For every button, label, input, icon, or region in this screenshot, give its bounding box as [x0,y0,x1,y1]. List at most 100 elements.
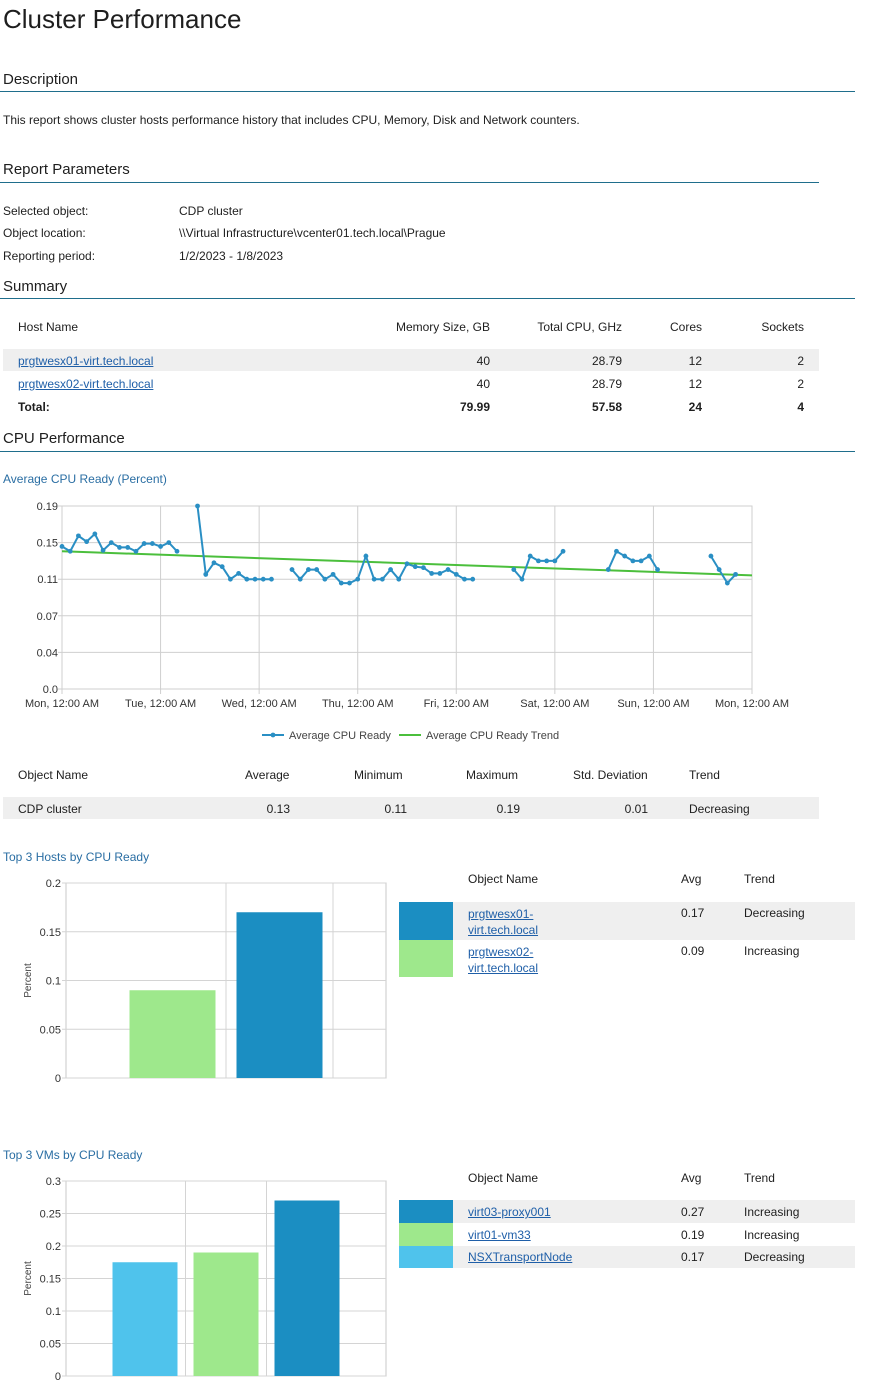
cpu-ready-line-chart: Mon, 12:00 AM Tue, 12:00 AM Wed, 12:00 AM T… [25,501,789,742]
data-point [396,576,402,582]
data-point [141,541,147,546]
vm-link[interactable]: virt01-vm33 [468,1228,531,1242]
data-point [347,580,352,586]
data-point [536,558,541,564]
cpu-performance-heading: CPU Performance [3,430,125,447]
host-link[interactable]: prgtwesx02-virt.tech.local [18,377,154,391]
data-point [355,576,361,582]
col-std-deviation: Std. Deviation [573,768,648,782]
col-cores: Cores [669,320,702,334]
host-color-swatch [399,902,453,940]
col-trend: Trend [689,768,720,782]
host-color-swatch [399,940,453,977]
data-point [236,571,242,576]
host-link-line-2[interactable]: virt.tech.local [468,923,539,937]
data-point [59,544,65,549]
vm-color-swatch [399,1223,453,1246]
vm-link[interactable]: virt03-proxy001 [468,1205,551,1219]
top-vms-bar-chart: 0 0.05 0.1 0.15 0.2 0.25 0.3 Percent [23,1176,387,1383]
y-tick-label: 0.15 [40,1274,61,1286]
series-line [710,555,737,585]
data-point [125,545,131,550]
description-text: This report shows cluster hosts performa… [3,113,580,127]
x-tick-label: Mon, 12:00 AM [25,698,99,710]
y-tick-label: 0.19 [37,501,58,513]
series-line [196,505,272,581]
parameters-divider [0,182,819,183]
param-label-reporting-period: Reporting period: [3,249,96,263]
data-point [195,503,200,509]
data-point [211,560,217,566]
vms-col-trend: Trend [744,1171,775,1185]
data-point [76,533,81,539]
vm-trend: Increasing [744,1205,800,1219]
vm-avg: 0.19 [681,1228,705,1242]
host-link[interactable]: prgtwesx01- virt.tech.local [468,906,538,938]
host-link-line-1[interactable]: prgtwesx02- [468,945,534,959]
x-tick-label: Mon, 12:00 AM [715,698,789,710]
stats-std-deviation: 0.01 [624,802,648,816]
vm-color-swatch [399,1200,453,1223]
data-point [297,576,303,582]
bar [236,912,323,1078]
col-host-name: Host Name [18,320,79,334]
data-point [614,548,619,554]
host-link[interactable]: prgtwesx01-virt.tech.local [18,354,154,368]
total-cpu: 57.58 [591,400,622,414]
data-point [437,571,443,576]
y-tick-label: 0 [55,1073,61,1085]
data-point [158,544,163,549]
data-point [412,564,418,570]
hosts-col-trend: Trend [744,872,775,886]
vm-trend: Increasing [744,1228,800,1242]
total-memory: 79.99 [459,400,490,414]
bar [193,1252,259,1376]
cpu-cell: 28.79 [591,377,622,391]
param-value-reporting-period: 1/2/2023 - 1/8/2023 [179,249,284,263]
vm-link[interactable]: NSXTransportNode [468,1250,573,1264]
data-point [646,553,652,559]
data-point [560,548,566,554]
data-point [92,531,98,537]
col-minimum: Minimum [354,768,403,782]
cpu-performance-divider [0,451,855,452]
y-tick-label: 0 [55,1371,61,1383]
data-point [322,576,328,582]
host-trend: Decreasing [744,906,805,920]
x-tick-label: Tue, 12:00 AM [125,698,196,710]
bar [274,1200,340,1376]
host-avg: 0.17 [681,906,705,920]
col-object-name: Object Name [18,768,89,782]
table-row [399,1200,855,1223]
data-point [67,548,73,554]
host-trend: Increasing [744,944,800,958]
summary-divider [0,298,855,299]
stats-minimum: 0.11 [384,802,407,816]
data-point [470,576,476,582]
host-link-line-1[interactable]: prgtwesx01- [468,907,534,921]
x-tick-label: Thu, 12:00 AM [322,698,394,710]
description-divider [0,91,855,92]
data-point [166,540,172,545]
data-point [630,558,636,564]
y-tick-label: 0.0 [43,684,58,696]
host-link[interactable]: prgtwesx02- virt.tech.local [468,944,538,976]
top-vms-title: Top 3 VMs by CPU Ready [3,1148,143,1162]
data-point [716,567,722,572]
col-maximum: Maximum [466,768,519,782]
data-point [462,576,467,582]
host-link-line-2[interactable]: virt.tech.local [468,961,539,975]
vm-color-swatch [399,1246,453,1268]
data-point [260,576,266,582]
description-heading: Description [3,71,79,88]
y-tick-label: 0.11 [37,574,58,586]
memory-cell: 40 [476,377,490,391]
table-row [3,349,819,371]
data-point [363,553,369,559]
data-point [289,567,295,572]
cores-cell: 12 [688,354,702,368]
y-axis-label: Percent [23,963,34,998]
x-tick-label: Sat, 12:00 AM [520,698,589,710]
data-point [100,547,106,553]
param-label-selected-object: Selected object: [3,204,89,218]
